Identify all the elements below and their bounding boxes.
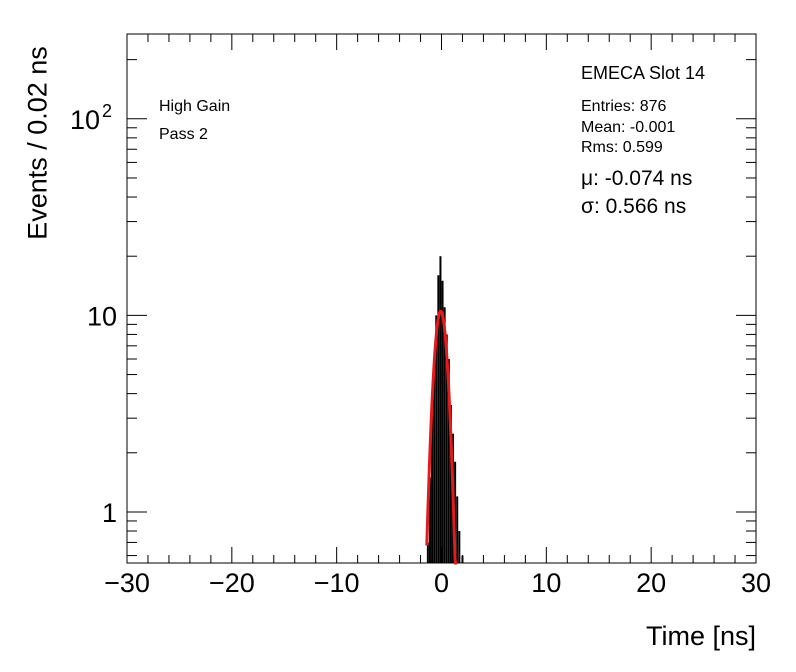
- histogram-bar: [435, 315, 438, 563]
- annotation-pass: Pass 2: [159, 126, 208, 143]
- histogram-bar: [433, 358, 436, 563]
- x-tick-label: 20: [636, 568, 666, 598]
- stat-entries: Entries: 876: [581, 98, 667, 115]
- histogram-bar: [441, 280, 444, 563]
- y-tick-label: 10: [87, 301, 117, 331]
- histogram-bar: [449, 405, 452, 563]
- x-tick-label: 10: [531, 568, 561, 598]
- y-axis-label: Events / 0.02 ns: [22, 46, 53, 240]
- histogram-bar: [447, 358, 450, 563]
- y-tick-exponent: 2: [102, 101, 112, 121]
- stat-mean: Mean: -0.001: [581, 119, 676, 136]
- histogram-bar: [439, 256, 442, 563]
- x-tick-label: −30: [104, 568, 150, 598]
- histogram-bar: [458, 531, 461, 563]
- x-axis-label: Time [ns]: [645, 621, 756, 651]
- histogram-bar: [443, 307, 446, 563]
- x-tick-label: −20: [209, 568, 255, 598]
- histogram-bar: [456, 496, 459, 563]
- histogram-bar: [428, 477, 431, 563]
- x-tick-label: 30: [741, 568, 771, 598]
- y-tick-label: 10: [70, 105, 100, 135]
- histogram-bar: [445, 334, 448, 563]
- histogram-bar: [426, 542, 429, 563]
- stat-sigma: σ: 0.566 ns: [581, 195, 687, 218]
- chart-title: EMECA Slot 14: [581, 63, 706, 83]
- fit-curve-group: [425, 309, 458, 565]
- annotation-high-gain: High Gain: [159, 98, 231, 115]
- y-tick-label: 1: [102, 498, 117, 528]
- histogram-bar: [461, 555, 464, 563]
- stat-mu: μ: -0.074 ns: [581, 167, 693, 190]
- histogram-bar: [437, 275, 440, 563]
- stat-rms: Rms: 0.599: [581, 139, 663, 156]
- x-tick-label: 0: [434, 568, 449, 598]
- histogram-bar: [431, 405, 434, 563]
- histogram-bar: [454, 461, 457, 563]
- gaussian-fit-curve: [425, 309, 458, 565]
- x-tick-label: −10: [314, 568, 360, 598]
